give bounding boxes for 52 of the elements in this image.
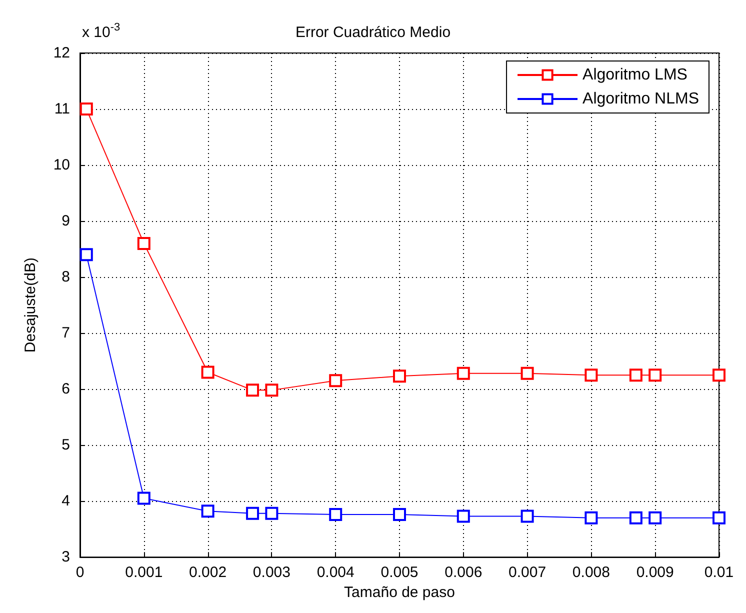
point [456, 510, 470, 523]
point [265, 384, 278, 397]
point [80, 248, 93, 262]
point [629, 511, 642, 524]
point [712, 511, 726, 524]
point [520, 510, 534, 523]
point [712, 368, 726, 382]
point [265, 506, 278, 520]
x-tick-label: 0.001 [125, 564, 163, 582]
y-tick-label: 8 [62, 268, 70, 286]
point [137, 236, 150, 250]
x-tick-label: 0.006 [444, 564, 482, 582]
point [201, 504, 214, 518]
point [246, 506, 260, 520]
point [520, 366, 534, 380]
point [393, 370, 406, 383]
point [137, 492, 150, 505]
point [648, 511, 662, 524]
y-tick-label: 6 [62, 380, 70, 398]
y-tick-label: 10 [53, 156, 70, 174]
x-tick-label: 0.003 [252, 564, 290, 582]
point [246, 384, 260, 397]
x-tick-label: 0.008 [572, 564, 610, 582]
y-tick-label: 5 [62, 436, 70, 454]
point [629, 368, 642, 382]
legend-label: Algoritmo NLMS [582, 90, 700, 108]
chart-title: Error Cuadrático Medio [295, 24, 451, 41]
y-axis-title: Desajuste(dB) [22, 258, 39, 353]
point [80, 102, 93, 116]
y-tick-label: 12 [53, 44, 70, 62]
point [648, 368, 662, 382]
y-tick-label: 9 [62, 212, 70, 230]
point [329, 508, 342, 522]
legend-label: Algoritmo LMS [582, 66, 688, 84]
y-tick-label: 4 [62, 492, 70, 510]
y-tick-label: 7 [62, 324, 70, 342]
x-tick-label: 0 [76, 564, 84, 582]
point [584, 511, 598, 524]
point [201, 366, 214, 379]
point [584, 368, 598, 382]
y-tick-label: 3 [62, 548, 70, 566]
x-tick-label: 0.01 [704, 564, 734, 582]
x-tick-label: 0.002 [189, 564, 227, 582]
x-tick-label: 0.009 [636, 564, 674, 582]
x-axis-title: Tamaño de paso [344, 584, 455, 601]
point [456, 366, 470, 380]
x-tick-label: 0.004 [316, 564, 354, 582]
point [393, 508, 406, 522]
y-tick-label: 11 [54, 100, 70, 118]
point [329, 374, 342, 388]
x-tick-label: 0.007 [508, 564, 546, 582]
x-tick-label: 0.005 [380, 564, 418, 582]
